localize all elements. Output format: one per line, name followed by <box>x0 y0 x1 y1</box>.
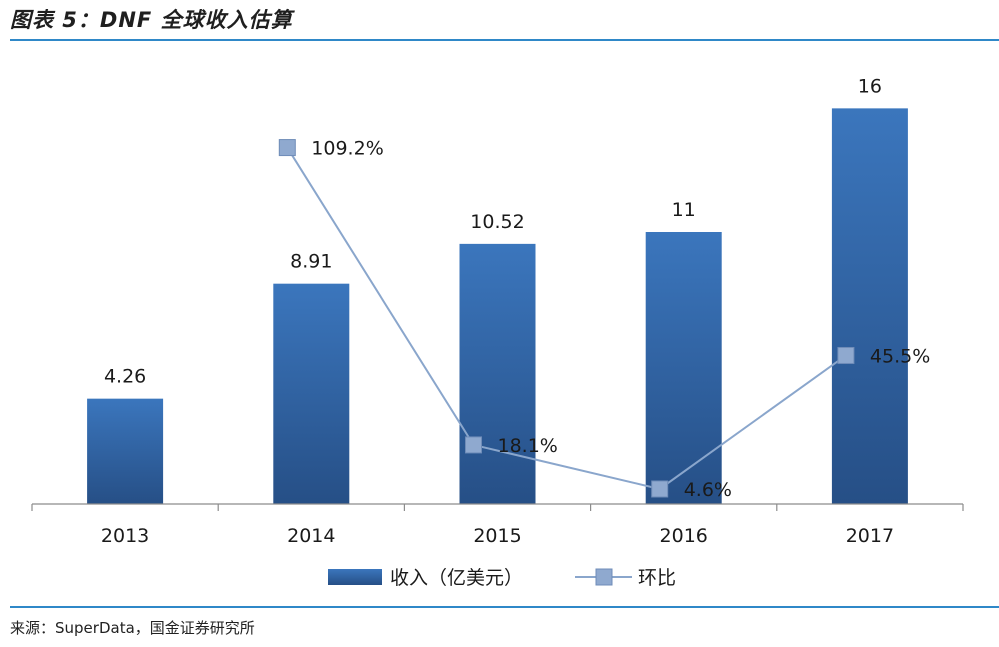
legend: 收入（亿美元） 环比 <box>328 567 676 589</box>
bars-layer <box>87 108 908 505</box>
x-tick-label-2016: 2016 <box>660 525 708 547</box>
x-tick-label-2013: 2013 <box>101 525 149 547</box>
title-rule <box>10 39 999 41</box>
x-tick-label-2017: 2017 <box>846 525 894 547</box>
bar-2016 <box>645 232 722 504</box>
x-axis: 2013 2014 2015 2016 2017 <box>31 503 964 547</box>
legend-bar-label: 收入（亿美元） <box>390 567 523 589</box>
legend-bar-swatch <box>328 569 382 585</box>
x-tick-label-2014: 2014 <box>287 525 335 547</box>
bar-2013 <box>87 398 164 504</box>
legend-line-label: 环比 <box>638 567 676 589</box>
chart-svg: 2013 2014 2015 2016 2017 4.26 8.91 10.52 11 16 10… <box>31 75 964 589</box>
growth-marker-2017 <box>837 346 855 364</box>
chart: 2013 2014 2015 2016 2017 4.26 8.91 10.52 11 16 10… <box>10 42 999 604</box>
bar-2017 <box>831 108 908 504</box>
bar-label-2014: 8.91 <box>290 251 332 273</box>
growth-label-2016: 4.6% <box>684 479 732 501</box>
bar-label-2016: 11 <box>672 199 696 221</box>
x-tick-label-2015: 2015 <box>473 525 521 547</box>
growth-label-2014: 109.2% <box>311 138 383 160</box>
bar-label-2017: 16 <box>858 75 882 97</box>
source-note: 来源：SuperData，国金证券研究所 <box>10 619 255 637</box>
line-layer <box>278 139 855 498</box>
bar-2014 <box>273 283 350 504</box>
growth-label-2015: 18.1% <box>498 435 558 457</box>
data-labels: 4.26 8.91 10.52 11 16 109.2% 18.1% 4.6% 45.5% <box>104 75 930 501</box>
growth-line <box>286 147 847 491</box>
bar-label-2015: 10.52 <box>470 211 524 233</box>
bar-label-2013: 4.26 <box>104 366 146 388</box>
growth-label-2017: 45.5% <box>870 345 930 367</box>
growth-marker-2014 <box>278 139 296 157</box>
growth-marker-2016 <box>651 480 669 498</box>
legend-marker-swatch <box>595 568 613 586</box>
figure-title: 图表 5：DNF 全球收入估算 <box>10 8 293 32</box>
growth-marker-2015 <box>465 436 482 454</box>
bar-2015 <box>459 243 536 505</box>
source-rule <box>10 606 999 608</box>
